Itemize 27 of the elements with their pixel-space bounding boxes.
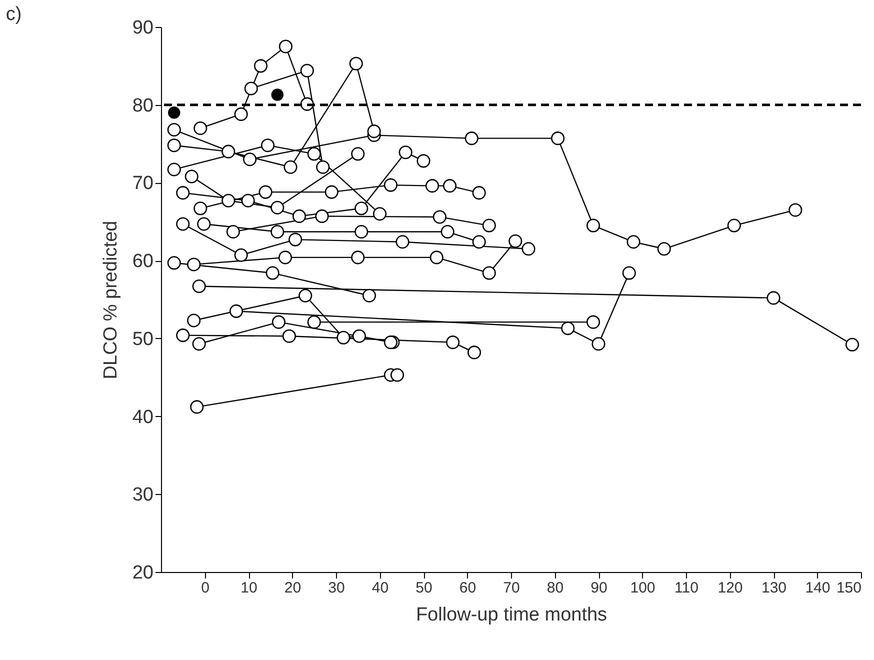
x-tick-label: 30 — [328, 580, 345, 596]
x-tick-label: 130 — [761, 580, 787, 596]
y-tick-label: 40 — [132, 406, 154, 428]
x-tick-label: 90 — [590, 580, 608, 596]
x-tick-label: 60 — [459, 580, 476, 596]
x-tick-label: 120 — [718, 580, 743, 596]
y-tick-label: 60 — [132, 251, 154, 272]
x-axis-title: Follow-up time months — [416, 604, 608, 626]
y-tick-label: 20 — [132, 562, 154, 584]
y-tick-label: 70 — [132, 173, 154, 194]
x-tick-label: 40 — [372, 580, 389, 596]
chart-title: c) — [6, 4, 22, 25]
x-tick-label: 80 — [546, 580, 564, 596]
y-tick-label: 50 — [132, 328, 154, 350]
x-tick-label: 20 — [284, 580, 302, 596]
x-tick-label: 10 — [240, 580, 258, 596]
x-tick-label: 0 — [201, 580, 210, 596]
x-tick-label: 100 — [630, 580, 656, 596]
x-tick-label: 150 — [836, 580, 862, 596]
x-tick-label: 140 — [805, 580, 830, 596]
x-tick-label: 50 — [416, 580, 432, 596]
x-tick-label: 70 — [503, 580, 520, 596]
y-tick-label: 90 — [132, 18, 154, 38]
y-tick-label: 80 — [132, 95, 154, 116]
y-axis-title: DLCO % predicted — [100, 220, 122, 380]
x-tick-label: 110 — [674, 580, 698, 596]
y-tick-label: 30 — [132, 484, 154, 506]
